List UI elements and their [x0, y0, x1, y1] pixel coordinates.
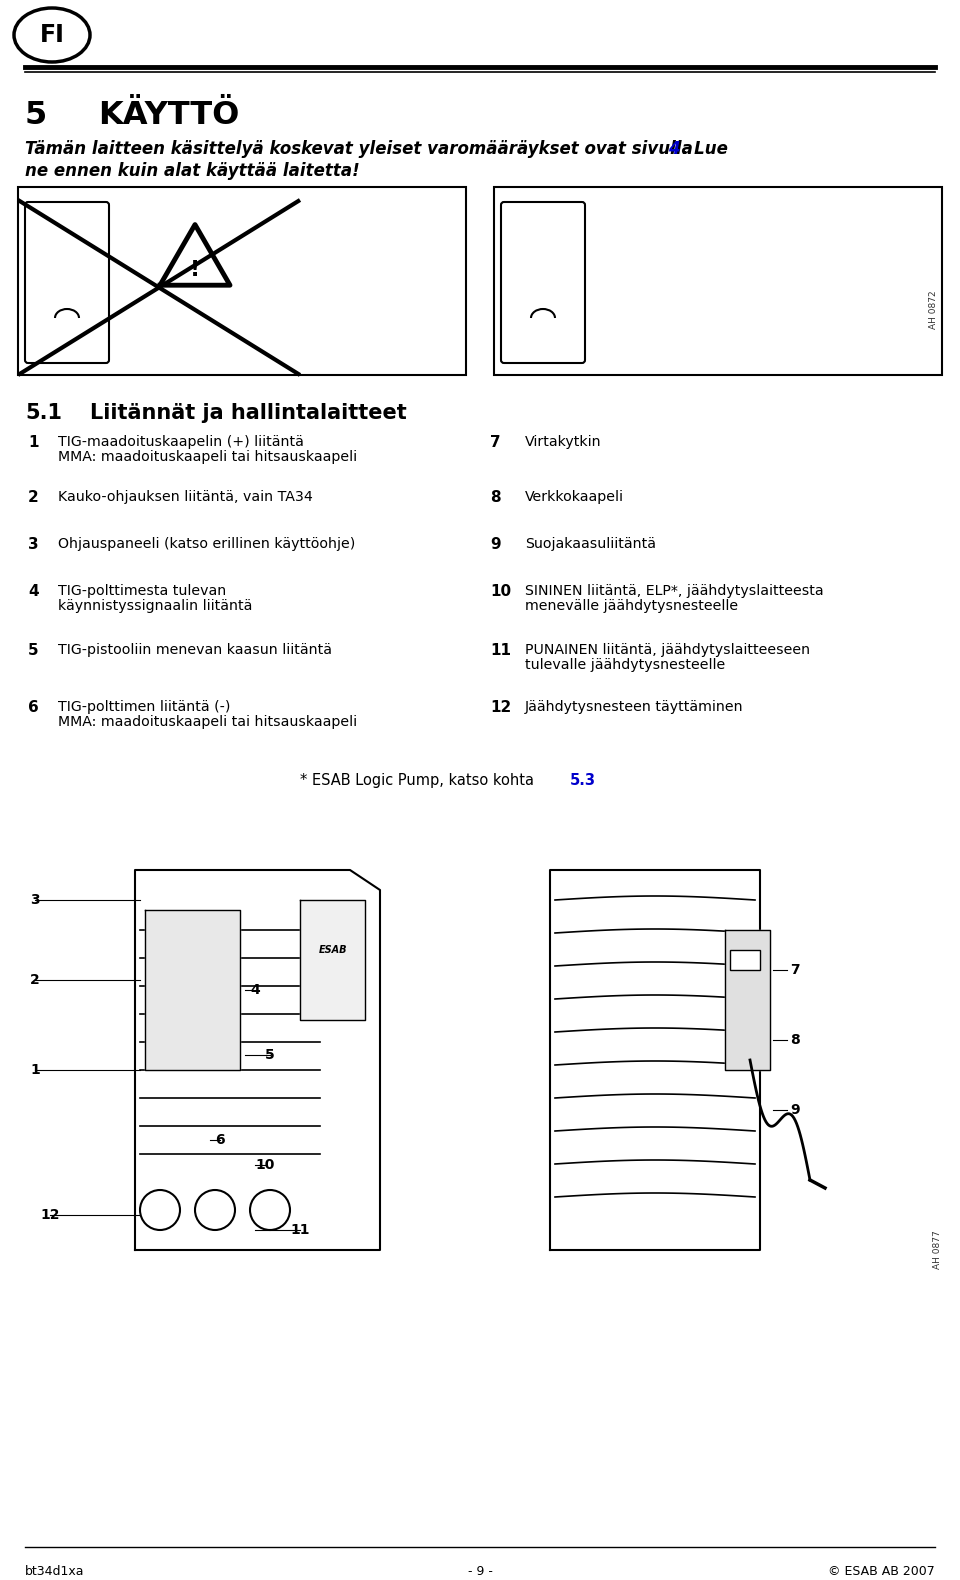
Text: 5: 5 [265, 1048, 275, 1062]
Text: AH 0877: AH 0877 [933, 1231, 942, 1269]
Text: 5: 5 [25, 100, 47, 131]
Text: - 9 -: - 9 - [468, 1566, 492, 1578]
Text: !: ! [190, 261, 200, 280]
FancyBboxPatch shape [730, 950, 760, 970]
Text: 5: 5 [28, 643, 38, 657]
Text: ESAB: ESAB [319, 945, 348, 954]
Text: 11: 11 [490, 643, 511, 657]
Text: Virtakytkin: Virtakytkin [525, 435, 602, 449]
Text: FI: FI [39, 24, 64, 47]
Text: 12: 12 [490, 700, 512, 716]
Text: Verkkokaapeli: Verkkokaapeli [525, 490, 624, 504]
Text: ne ennen kuin alat käyttää laitetta!: ne ennen kuin alat käyttää laitetta! [25, 163, 360, 180]
Text: KÄYTTÖ: KÄYTTÖ [98, 100, 239, 131]
Polygon shape [725, 931, 770, 1070]
Text: 4: 4 [251, 983, 260, 997]
Text: menevälle jäähdytysnesteelle: menevälle jäähdytysnesteelle [525, 599, 738, 613]
FancyBboxPatch shape [18, 186, 466, 374]
Text: MMA: maadoituskaapeli tai hitsauskaapeli: MMA: maadoituskaapeli tai hitsauskaapeli [58, 716, 357, 728]
Text: AH 0872: AH 0872 [929, 291, 938, 329]
Text: . Lue: . Lue [682, 141, 728, 158]
Polygon shape [550, 871, 760, 1250]
Text: bt34d1xa: bt34d1xa [25, 1566, 84, 1578]
Text: TIG-pistooliin menevan kaasun liitäntä: TIG-pistooliin menevan kaasun liitäntä [58, 643, 332, 657]
Text: 10: 10 [255, 1158, 275, 1172]
Text: 8: 8 [790, 1033, 800, 1048]
Text: 8: 8 [490, 490, 500, 506]
Text: TIG-polttimen liitäntä (-): TIG-polttimen liitäntä (-) [58, 700, 230, 714]
FancyBboxPatch shape [494, 186, 942, 374]
Text: 3: 3 [30, 893, 39, 907]
Text: 7: 7 [490, 435, 500, 450]
Polygon shape [145, 910, 240, 1070]
Text: 2: 2 [30, 973, 40, 988]
Text: Tämän laitteen käsittelyä koskevat yleiset varomääräykset ovat sivulla: Tämän laitteen käsittelyä koskevat yleis… [25, 141, 699, 158]
Text: TIG-polttimesta tulevan: TIG-polttimesta tulevan [58, 585, 227, 597]
Text: 4: 4 [668, 141, 680, 158]
Text: * ESAB Logic Pump, katso kohta: * ESAB Logic Pump, katso kohta [300, 773, 539, 788]
Text: 2: 2 [28, 490, 38, 506]
Text: Kauko-ohjauksen liitäntä, vain TA34: Kauko-ohjauksen liitäntä, vain TA34 [58, 490, 313, 504]
Text: Jäähdytysnesteen täyttäminen: Jäähdytysnesteen täyttäminen [525, 700, 744, 714]
Text: © ESAB AB 2007: © ESAB AB 2007 [828, 1566, 935, 1578]
FancyBboxPatch shape [25, 202, 109, 363]
Text: 4: 4 [28, 585, 38, 599]
Text: PUNAINEN liitäntä, jäähdytyslaitteeseen: PUNAINEN liitäntä, jäähdytyslaitteeseen [525, 643, 810, 657]
FancyBboxPatch shape [501, 202, 585, 363]
Text: 10: 10 [490, 585, 511, 599]
Polygon shape [300, 901, 365, 1021]
Text: 9: 9 [790, 1103, 800, 1117]
Text: käynnistyssignaalin liitäntä: käynnistyssignaalin liitäntä [58, 599, 252, 613]
Text: 1: 1 [30, 1063, 40, 1078]
Text: MMA: maadoituskaapeli tai hitsauskaapeli: MMA: maadoituskaapeli tai hitsauskaapeli [58, 450, 357, 465]
Text: 6: 6 [215, 1133, 225, 1147]
Text: Suojakaasuliitäntä: Suojakaasuliitäntä [525, 537, 656, 551]
Text: 12: 12 [40, 1209, 60, 1221]
Text: Liitännät ja hallintalaitteet: Liitännät ja hallintalaitteet [90, 403, 407, 423]
Text: 5.3: 5.3 [570, 773, 596, 788]
Text: 6: 6 [28, 700, 38, 716]
Text: 7: 7 [790, 962, 800, 976]
Text: tulevalle jäähdytysnesteelle: tulevalle jäähdytysnesteelle [525, 657, 725, 672]
Text: Ohjauspaneeli (katso erillinen käyttöohje): Ohjauspaneeli (katso erillinen käyttöohj… [58, 537, 355, 551]
Text: 1: 1 [28, 435, 38, 450]
Text: SININEN liitäntä, ELP*, jäähdytyslaitteesta: SININEN liitäntä, ELP*, jäähdytyslaittee… [525, 585, 824, 597]
Polygon shape [135, 871, 380, 1250]
Text: 9: 9 [490, 537, 500, 551]
Text: 3: 3 [28, 537, 38, 551]
Text: 5.1: 5.1 [25, 403, 62, 423]
Text: 11: 11 [290, 1223, 310, 1237]
Text: TIG-maadoituskaapelin (+) liitäntä: TIG-maadoituskaapelin (+) liitäntä [58, 435, 304, 449]
